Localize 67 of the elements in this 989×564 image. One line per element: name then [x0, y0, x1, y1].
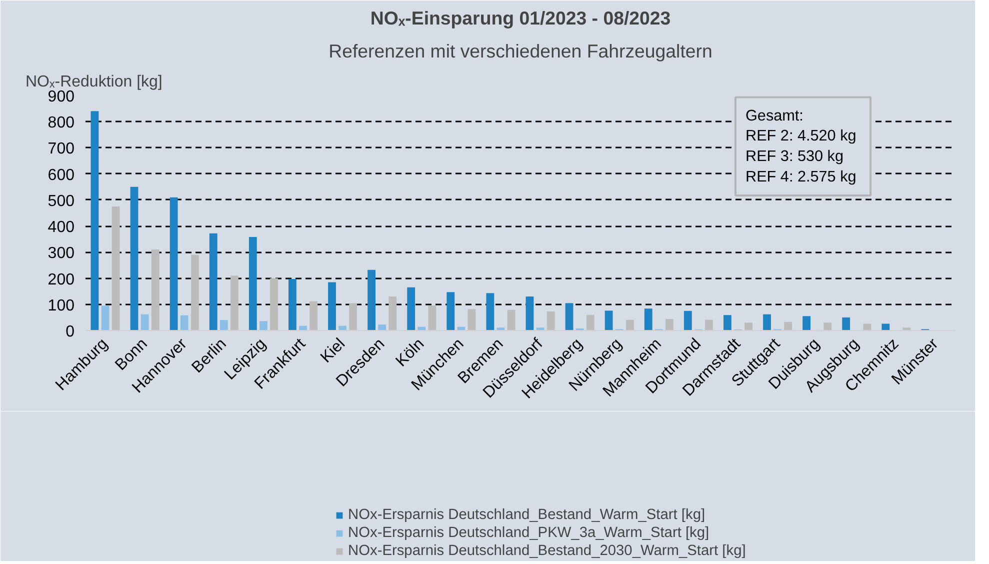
annotation: Gesamt:: [746, 107, 804, 124]
legend-label: NOx-Ersparnis Deutschland_Bestand_2030_Warm_Start [kg]: [348, 543, 746, 559]
bar: [260, 321, 268, 330]
bar: [802, 316, 810, 330]
bar: [705, 320, 713, 330]
bar: [220, 320, 228, 330]
bar: [130, 186, 138, 330]
y-tick-label: 600: [48, 166, 75, 184]
annotation: REF 2: 4.520 kg: [746, 128, 856, 145]
bar: [270, 278, 278, 330]
bar: [626, 320, 634, 330]
bar: [507, 310, 516, 330]
bar: [407, 287, 416, 330]
y-tick-label: 100: [48, 297, 75, 314]
bar: [565, 303, 574, 330]
legend-label: NOx-Ersparnis Deutschland_PKW_3a_Warm_Start [kg]: [348, 525, 710, 541]
bar: [428, 305, 436, 330]
bar: [170, 197, 178, 330]
legend-label: NOx-Ersparnis Deutschland_Bestand_Warm_Start [kg]: [348, 507, 706, 523]
bar: [151, 250, 160, 330]
annotation: REF 4: 2.575 kg: [746, 168, 856, 186]
bar: [90, 111, 99, 330]
bar: [684, 310, 692, 330]
bar: [349, 303, 358, 330]
bar: [486, 293, 494, 330]
y-tick-label: 900: [48, 88, 75, 106]
chart-subtitle: Referenzen mit verschiedenen Fahrzeugaltern: [328, 40, 712, 62]
bar: [526, 296, 534, 330]
bar: [604, 310, 613, 330]
bar: [230, 276, 238, 330]
bar: [328, 282, 336, 330]
bar: [824, 322, 832, 330]
bar: [378, 324, 386, 330]
bar: [101, 306, 110, 330]
bar: [190, 254, 199, 330]
y-tick-label: 200: [48, 271, 75, 288]
bar: [763, 314, 771, 330]
y-tick-label: 700: [48, 140, 75, 158]
bar: [784, 322, 792, 330]
bar: [112, 206, 120, 330]
bar: [368, 270, 376, 330]
bar: [288, 279, 296, 330]
bar: [248, 237, 257, 330]
y-tick-label: 800: [48, 114, 75, 132]
bar: [209, 233, 218, 330]
bar: [842, 317, 850, 330]
bar: [724, 315, 732, 330]
bar: [140, 314, 149, 330]
y-tick-label: 0: [66, 324, 75, 340]
y-tick-label: 500: [48, 192, 75, 210]
bar: [310, 301, 318, 330]
annotation: REF 3: 530 kg: [746, 148, 844, 166]
bar: [586, 314, 594, 330]
bar: [863, 324, 872, 330]
bar: [388, 296, 397, 330]
bar: [744, 322, 752, 330]
bar: [644, 308, 652, 330]
bar: [180, 315, 188, 330]
bar: [446, 292, 455, 330]
bar: [546, 311, 555, 330]
bar: [468, 309, 476, 330]
y-tick-label: 300: [48, 245, 75, 262]
chart-title: NOₓ-Einsparung 01/2023 - 08/2023: [370, 8, 671, 28]
bar: [666, 319, 674, 330]
y-tick-label: 400: [48, 219, 75, 236]
y-axis-title: NOₓ-Reduktion [kg]: [26, 74, 162, 90]
bar: [882, 324, 890, 330]
